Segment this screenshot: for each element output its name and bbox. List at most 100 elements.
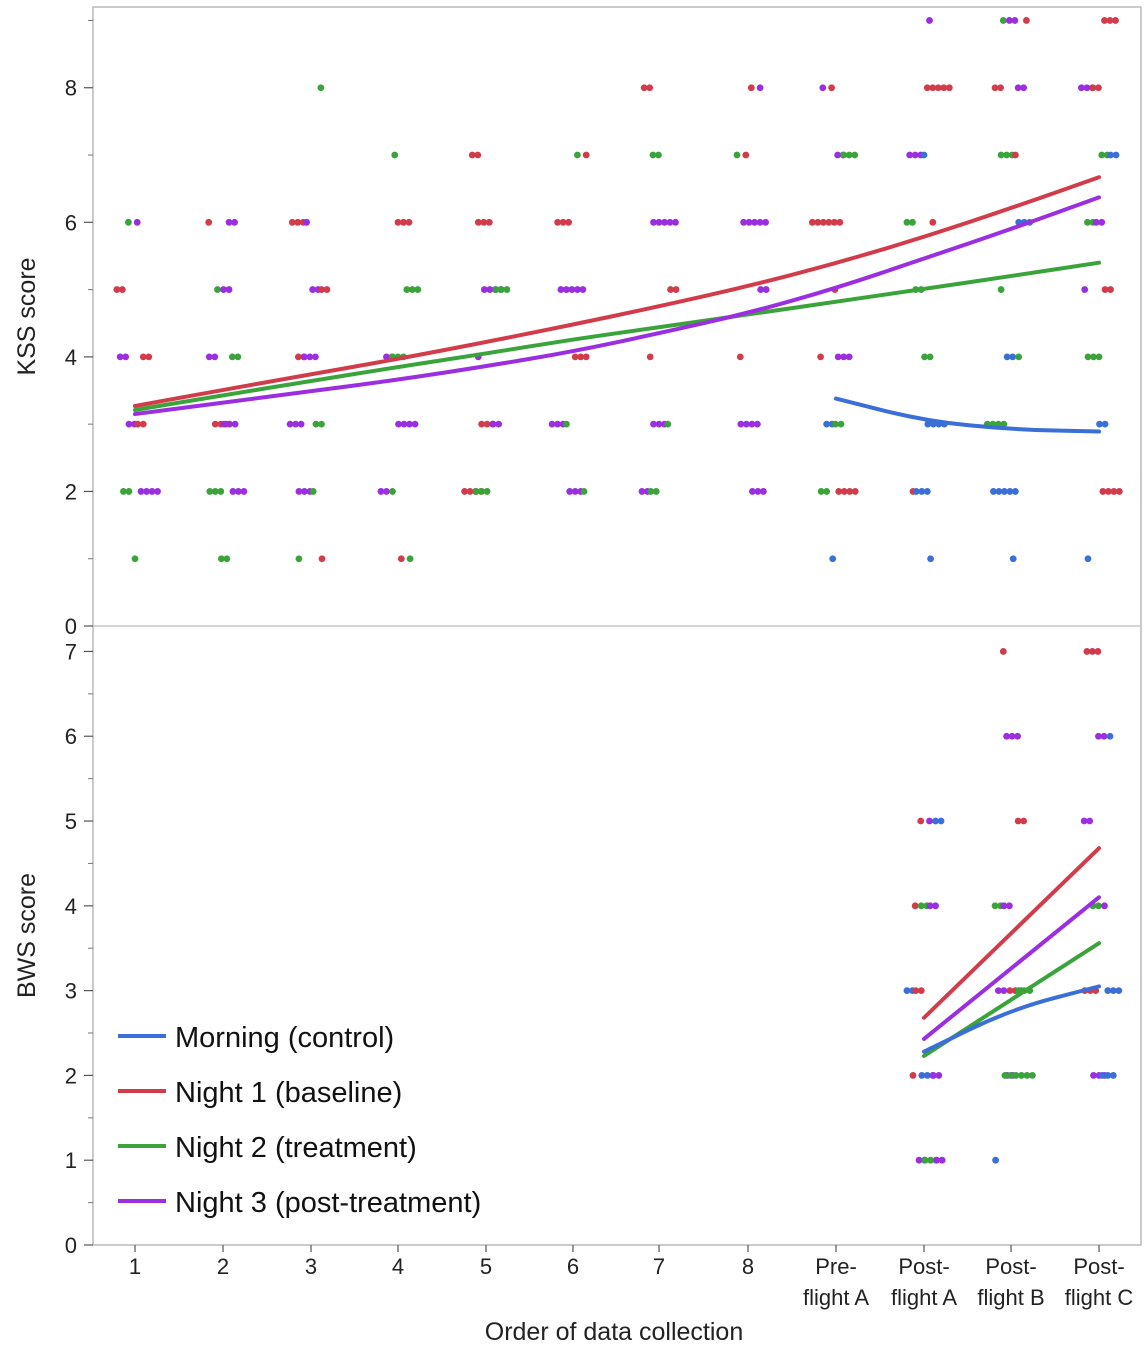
point-night-3-post-treatment [845, 353, 853, 361]
point-night-1-baseline [577, 353, 585, 361]
x-tick-label-line: Post- [985, 1254, 1036, 1279]
point-night-1-baseline [923, 84, 931, 92]
point-night-2-treatment [217, 488, 225, 495]
y-tick-label: 0 [65, 1233, 77, 1258]
point-night-3-post-treatment [756, 84, 764, 92]
point-night-1-baseline [397, 555, 405, 563]
point-night-2-treatment [574, 151, 581, 159]
x-tick-label: Post-flight C [1065, 1254, 1134, 1310]
point-night-2-treatment [234, 353, 242, 361]
point-morning-control [1109, 1072, 1117, 1079]
point-night-3-post-treatment [235, 488, 242, 495]
point-morning-control [1109, 987, 1117, 995]
point-night-3-post-treatment [568, 286, 576, 293]
point-night-3-post-treatment [489, 420, 497, 428]
point-night-3-post-treatment [301, 353, 308, 361]
legend-label-night-2-treatment: Night 2 (treatment) [175, 1132, 417, 1164]
point-night-1-baseline [846, 488, 854, 495]
point-night-2-treatment [309, 488, 317, 495]
point-night-3-post-treatment [571, 488, 579, 495]
point-morning-control [923, 1072, 931, 1079]
point-night-2-treatment [414, 286, 422, 293]
point-morning-control [923, 488, 931, 495]
point-night-1-baseline [830, 218, 838, 226]
point-night-3-post-treatment [377, 488, 385, 495]
point-night-2-treatment [206, 488, 214, 495]
point-night-1-baseline [991, 84, 999, 92]
point-night-1-baseline [828, 84, 835, 92]
point-night-2-treatment [909, 218, 916, 226]
point-night-3-post-treatment [672, 218, 679, 226]
point-night-3-post-treatment [240, 488, 248, 495]
y-tick-label: 4 [65, 345, 77, 370]
point-night-1-baseline [461, 488, 468, 495]
point-night-3-post-treatment [574, 286, 581, 293]
x-tick-label: 2 [217, 1254, 229, 1279]
point-morning-control [932, 817, 939, 825]
x-tick-label-line: 2 [217, 1254, 229, 1279]
point-night-1-baseline [474, 151, 482, 159]
x-tick-label-line: Pre- [815, 1254, 857, 1279]
point-night-2-treatment [851, 151, 859, 159]
point-morning-control [1006, 488, 1014, 495]
point-night-3-post-treatment [220, 420, 228, 428]
point-night-3-post-treatment [225, 286, 233, 293]
point-night-3-post-treatment [486, 286, 494, 293]
x-tick-label-line: flight A [891, 1285, 957, 1310]
point-night-2-treatment [391, 151, 399, 159]
point-night-3-post-treatment [915, 1156, 923, 1164]
x-tick-label-line: flight C [1065, 1285, 1134, 1310]
point-night-2-treatment [664, 420, 672, 428]
point-morning-control [1096, 420, 1103, 428]
point-morning-control [829, 555, 837, 563]
point-night-3-post-treatment [579, 286, 587, 293]
point-night-1-baseline [814, 218, 822, 226]
x-tick-label: 1 [129, 1254, 141, 1279]
point-night-3-post-treatment [745, 218, 753, 226]
point-night-2-treatment [131, 555, 139, 563]
point-night-2-treatment [1018, 1072, 1025, 1079]
y-tick-label: 1 [65, 1148, 77, 1173]
point-night-3-post-treatment [220, 286, 227, 293]
point-night-2-treatment [1098, 151, 1106, 159]
point-night-1-baseline [1112, 17, 1119, 24]
point-night-3-post-treatment [742, 420, 750, 428]
point-night-3-post-treatment [495, 420, 503, 428]
point-night-1-baseline [934, 84, 942, 92]
point-night-3-post-treatment [1014, 732, 1021, 740]
point-morning-control [903, 987, 911, 995]
point-night-3-post-treatment [563, 286, 570, 293]
point-morning-control [924, 420, 932, 428]
x-axis-title: Order of data collection [485, 1318, 743, 1346]
point-night-3-post-treatment [754, 488, 762, 495]
point-night-2-treatment [817, 488, 825, 495]
point-night-2-treatment [832, 420, 839, 428]
point-night-1-baseline [1089, 648, 1096, 655]
point-night-3-post-treatment [748, 420, 756, 428]
x-tick-label-line: Post- [1073, 1254, 1124, 1279]
point-night-1-baseline [205, 218, 213, 226]
point-night-2-treatment [389, 488, 396, 495]
point-night-3-post-treatment [935, 1072, 943, 1079]
point-night-2-treatment [921, 1156, 929, 1164]
point-night-2-treatment [295, 555, 303, 563]
point-night-1-baseline [323, 286, 331, 293]
point-night-3-post-treatment [911, 151, 919, 159]
point-night-1-baseline [113, 286, 121, 293]
point-night-2-treatment [1007, 1072, 1014, 1079]
legend-label-morning-control: Morning (control) [175, 1022, 394, 1054]
x-tick-label: Pre-flight A [803, 1254, 869, 1310]
point-night-2-treatment [406, 555, 414, 563]
point-night-2-treatment [999, 17, 1007, 24]
point-morning-control [927, 555, 934, 563]
point-night-3-post-treatment [211, 353, 219, 361]
x-tick-label-line: flight A [803, 1285, 869, 1310]
fit-line-night-1-baseline [133, 175, 1101, 408]
point-night-2-treatment [563, 420, 570, 428]
fit-line-night-3-post-treatment [133, 195, 1101, 417]
point-night-1-baseline [1101, 286, 1109, 293]
point-night-3-post-treatment [760, 488, 767, 495]
point-night-1-baseline [294, 353, 302, 361]
point-night-3-post-treatment [1092, 218, 1100, 226]
